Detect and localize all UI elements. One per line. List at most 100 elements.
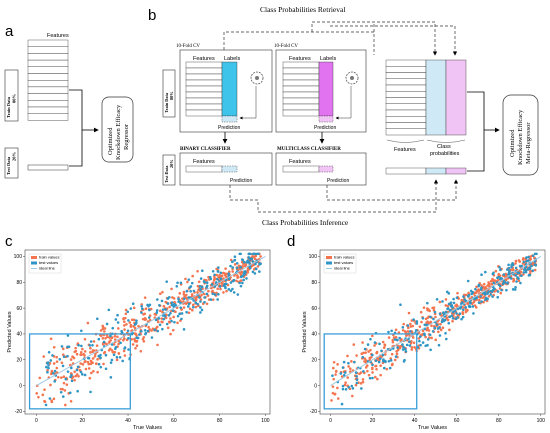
train-point: [477, 288, 480, 291]
test-point: [164, 308, 167, 311]
train-point: [464, 293, 468, 297]
test-point: [383, 366, 386, 370]
y-axis-label: Predicted Values: [7, 311, 13, 352]
test-point: [396, 338, 399, 342]
test-point: [245, 277, 248, 280]
train-point: [395, 350, 398, 353]
train-point: [86, 321, 90, 325]
train-point: [430, 336, 433, 340]
test-point: [167, 314, 171, 317]
test-point: [53, 380, 56, 383]
test-point: [178, 312, 181, 316]
train-point: [404, 331, 408, 334]
retrieval-path-4: [330, 25, 458, 56]
test-point: [431, 329, 435, 333]
train-point: [366, 369, 369, 373]
test-point: [80, 344, 83, 348]
multi-loop-arrow: [335, 86, 352, 120]
train-point: [343, 383, 347, 387]
test-point: [189, 285, 193, 288]
train-point: [50, 369, 54, 373]
y-tick-label: 80: [311, 280, 317, 286]
multi-labels-column: [318, 61, 334, 117]
meta-binary-prob-column: [425, 59, 447, 136]
train-point: [473, 291, 477, 294]
test-point: [354, 371, 358, 374]
cv-label-1: 10-Fold CV: [176, 44, 200, 49]
legend-label: ideal line: [39, 266, 56, 271]
train-point: [147, 325, 150, 329]
test-point: [361, 355, 365, 359]
test-point: [213, 293, 217, 296]
test-point: [496, 295, 500, 299]
test-point: [442, 312, 446, 316]
train-point: [466, 308, 469, 312]
train-point: [376, 377, 379, 381]
test-point: [355, 378, 359, 382]
train-point: [533, 268, 537, 272]
train-point: [104, 336, 107, 340]
test-point: [203, 296, 206, 299]
binary-labels-label: Labels: [224, 56, 240, 62]
train-point: [202, 292, 206, 296]
test-point: [423, 333, 426, 337]
train-point: [432, 306, 436, 309]
train-point: [517, 259, 521, 262]
train-point: [161, 290, 164, 294]
test-point: [351, 387, 355, 390]
train-point: [235, 279, 238, 283]
test-point: [496, 290, 500, 293]
train-point: [371, 371, 374, 374]
test-point: [480, 300, 483, 303]
test-point: [104, 367, 108, 371]
inference-path-1: [229, 179, 439, 213]
cycle-icon: [345, 71, 359, 85]
y-tick-label: 40: [311, 332, 317, 338]
train-point: [89, 359, 93, 363]
table-row: [282, 67, 320, 75]
train-point: [105, 342, 108, 346]
test-point: [61, 395, 65, 398]
train-point: [475, 285, 478, 289]
train-point: [113, 338, 117, 341]
train-point: [233, 263, 237, 266]
test-point: [156, 298, 159, 301]
train-point: [191, 308, 194, 312]
train-point: [430, 324, 433, 328]
test-point: [243, 270, 246, 273]
test-point: [526, 268, 530, 271]
train-point: [444, 298, 448, 301]
train-point: [142, 335, 146, 339]
train-point: [73, 350, 77, 354]
train-point: [187, 311, 191, 315]
test-point: [421, 341, 425, 344]
train-point: [397, 331, 401, 334]
test-point: [379, 357, 382, 360]
train-point: [108, 347, 112, 351]
test-point: [70, 374, 73, 377]
train-point: [52, 397, 56, 401]
train-point: [383, 344, 387, 347]
train-point: [464, 310, 468, 314]
test-point: [251, 270, 255, 274]
multi-prediction-cell: [318, 115, 334, 123]
test-point: [169, 311, 172, 315]
test-point: [201, 269, 204, 273]
panel-letter-c: c: [5, 233, 13, 250]
test-point: [418, 339, 421, 343]
table-row: [385, 128, 427, 136]
test-point: [187, 278, 191, 281]
train-point: [427, 329, 431, 332]
train-point: [487, 283, 491, 286]
table-row: [385, 97, 427, 104]
train-point: [344, 381, 347, 384]
test-point: [471, 291, 475, 294]
test-point: [200, 285, 204, 289]
test-point: [182, 328, 186, 331]
scatter-plot-d: d 0 20 40 60 80 100 -20 0 20 40 60 80 100 True Values…: [287, 233, 546, 431]
test-point: [523, 267, 527, 271]
train-point: [169, 332, 172, 336]
test-point: [235, 261, 239, 265]
table-row: [282, 79, 320, 87]
